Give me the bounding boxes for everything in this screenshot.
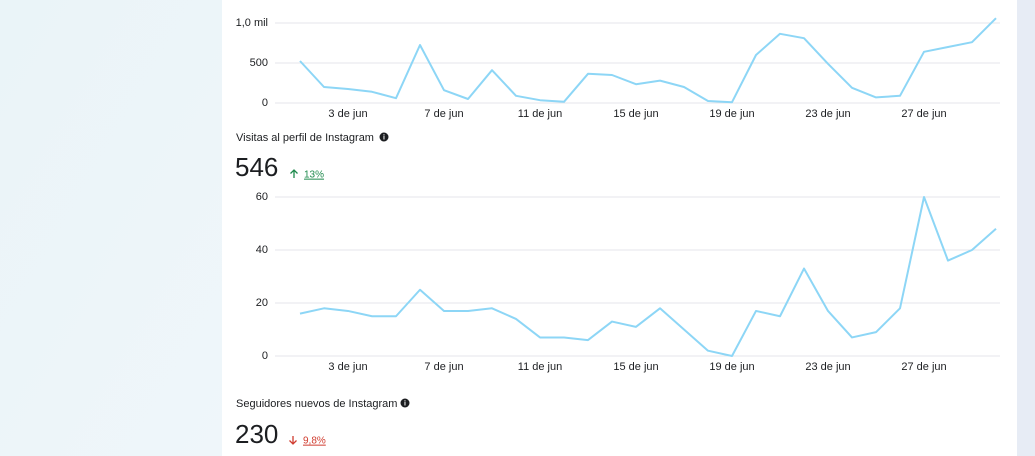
y-tick-label: 40 bbox=[256, 244, 268, 256]
y-tick-label: 1,0 mil bbox=[236, 17, 268, 29]
total: 546 bbox=[235, 152, 278, 182]
y-tick-label: 60 bbox=[256, 191, 268, 203]
x-tick-label: 27 de jun bbox=[901, 108, 946, 120]
total: 230 bbox=[235, 419, 278, 449]
x-tick-label: 19 de jun bbox=[709, 108, 754, 120]
section-title: Visitas al perfil de Instagram bbox=[236, 132, 374, 144]
x-tick-label: 23 de jun bbox=[805, 361, 850, 373]
data-line bbox=[299, 17, 997, 104]
change: 9,8% bbox=[303, 436, 326, 447]
x-tick-label: 3 de jun bbox=[328, 361, 367, 373]
x-tick-label: 23 de jun bbox=[805, 108, 850, 120]
y-tick-label: 0 bbox=[262, 350, 268, 362]
down-arrow bbox=[289, 436, 297, 445]
info-glyph: i bbox=[383, 134, 385, 141]
info-icon[interactable] bbox=[400, 398, 410, 408]
x-tick-label: 15 de jun bbox=[613, 361, 658, 373]
y-tick-label: 0 bbox=[262, 97, 268, 109]
section-title: Seguidores nuevos de Instagram bbox=[236, 398, 397, 410]
scroll-edge bbox=[1017, 0, 1035, 456]
x-tick-label: 19 de jun bbox=[709, 361, 754, 373]
x-tick-label: 27 de jun bbox=[901, 361, 946, 373]
info-glyph: i bbox=[404, 400, 406, 407]
x-tick-label: 15 de jun bbox=[613, 108, 658, 120]
data-line bbox=[299, 196, 997, 357]
info-icon[interactable] bbox=[379, 132, 389, 142]
x-tick-label: 11 de jun bbox=[518, 361, 562, 373]
x-tick-label: 7 de jun bbox=[424, 108, 463, 120]
x-tick-label: 3 de jun bbox=[328, 108, 367, 120]
x-tick-label: 7 de jun bbox=[424, 361, 463, 373]
up-arrow bbox=[290, 169, 298, 178]
x-tick-label: 11 de jun bbox=[518, 108, 562, 120]
y-tick-label: 500 bbox=[250, 57, 268, 69]
card bbox=[222, 0, 1017, 456]
y-tick-label: 20 bbox=[256, 297, 268, 309]
change: 13% bbox=[304, 170, 324, 181]
